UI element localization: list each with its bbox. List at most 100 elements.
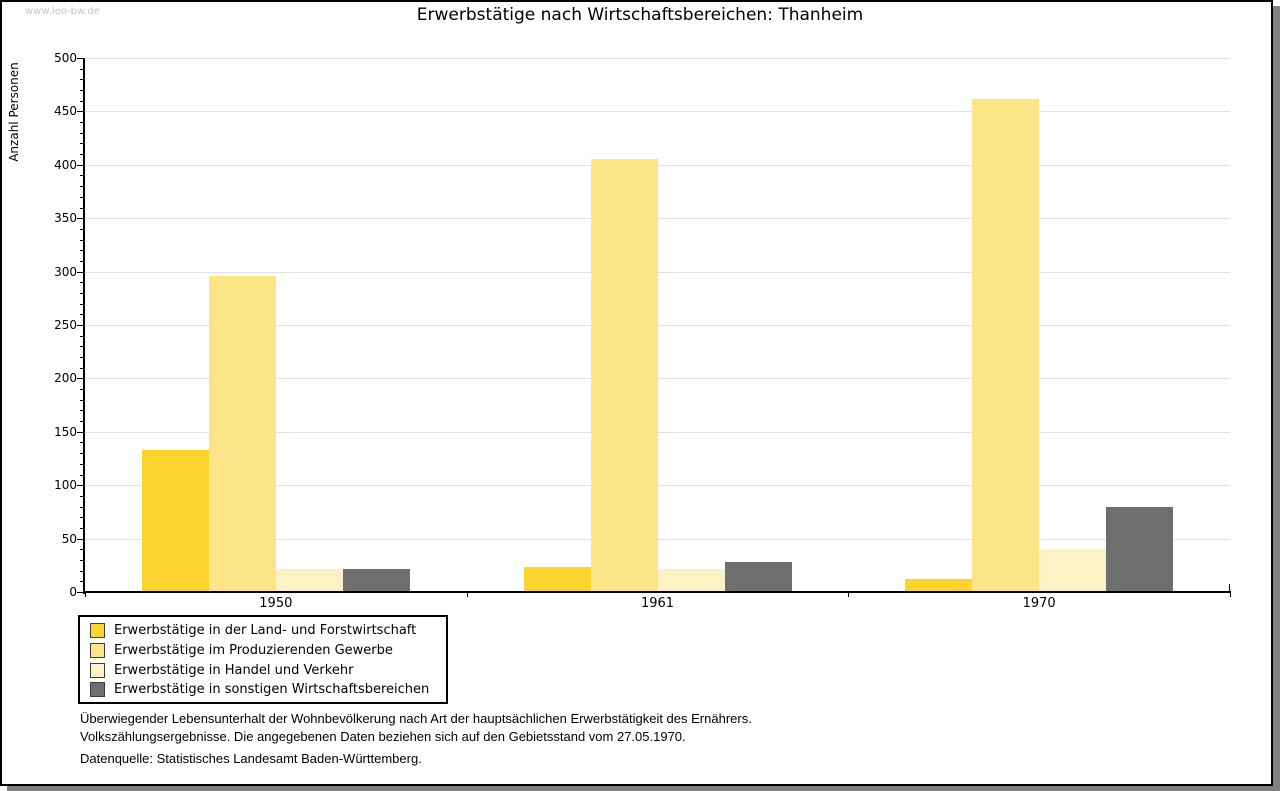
y-minor-tick (80, 292, 84, 294)
gridline-350 (86, 218, 1230, 220)
x-tick-label-1961: 1961 (640, 596, 675, 611)
bar-1970-series-3 (1106, 506, 1174, 592)
legend-swatch-sonstige (90, 682, 105, 698)
y-minor-tick (80, 421, 84, 423)
chart-title: Erwerbstätige nach Wirtschaftsbereichen:… (416, 5, 864, 25)
legend-swatch-handel-verkehr (90, 662, 105, 678)
legend-swatch-produzierendes-gewerbe (90, 643, 105, 659)
y-major-tick (77, 111, 84, 113)
y-minor-tick (80, 357, 84, 359)
gridline-100 (86, 485, 1230, 487)
gridline-200 (86, 378, 1230, 380)
x-tick-label-1950: 1950 (259, 596, 293, 611)
footnote-line-1: Überwiegender Lebensunterhalt der Wohnbe… (80, 711, 752, 726)
y-tick-label: 350 (54, 211, 77, 226)
y-tick-label: 450 (54, 104, 77, 119)
y-minor-tick (80, 549, 84, 551)
y-tick-label: 0 (69, 585, 77, 599)
legend-row: Erwerbstätige in sonstigen Wirtschaftsbe… (90, 680, 446, 700)
gridline-300 (86, 271, 1230, 273)
bar-1961-series-3 (724, 562, 792, 592)
y-major-tick (77, 431, 84, 433)
y-minor-tick (80, 175, 84, 177)
y-minor-tick (80, 68, 84, 70)
y-minor-tick (80, 367, 84, 369)
gridline-250 (86, 325, 1230, 326)
legend-row: Erwerbstätige in der Land- und Forstwirt… (90, 621, 446, 641)
y-minor-tick (80, 570, 84, 572)
gridline-150 (86, 431, 1230, 433)
y-minor-tick (80, 442, 84, 444)
y-tick-label: 50 (61, 531, 77, 546)
y-minor-tick (80, 399, 84, 401)
legend-row: Erwerbstätige in Handel und Verkehr (90, 660, 446, 680)
y-axis-line (83, 58, 85, 594)
x-axis-line (83, 591, 1231, 593)
y-minor-tick (80, 559, 84, 561)
y-minor-tick (80, 527, 84, 529)
y-minor-tick (80, 143, 84, 145)
y-minor-tick (80, 303, 84, 305)
y-major-tick (77, 325, 84, 326)
bar-1950-series-1 (208, 275, 276, 592)
y-axis-label: Anzahl Personen (7, 62, 21, 162)
y-minor-tick (80, 132, 84, 134)
y-major-tick (77, 218, 84, 220)
y-minor-tick (80, 186, 84, 188)
gridline-450 (86, 111, 1230, 113)
legend-label: Erwerbstätige in Handel und Verkehr (114, 662, 354, 678)
y-minor-tick (80, 228, 84, 230)
footnote-line-2: Volkszählungsergebnisse. Die angegebenen… (80, 729, 686, 744)
x-axis-end-cap (1229, 584, 1230, 592)
y-minor-tick (80, 250, 84, 252)
legend-row: Erwerbstätige im Produzierenden Gewerbe (90, 641, 446, 661)
y-tick-label: 250 (54, 318, 77, 332)
y-tick-label: 400 (54, 157, 77, 172)
x-boundary-tick (1230, 592, 1231, 597)
y-minor-tick (80, 495, 84, 497)
y-minor-tick (80, 474, 84, 476)
y-minor-tick (80, 517, 84, 519)
bar-1961-series-0 (523, 567, 591, 592)
bar-1961-series-1 (590, 159, 658, 592)
legend-label: Erwerbstätige in sonstigen Wirtschaftsbe… (114, 682, 430, 698)
watermark-url: www.leo-bw.de (25, 6, 100, 17)
data-source: Datenquelle: Statistisches Landesamt Bad… (80, 751, 422, 766)
legend-label: Erwerbstätige im Produzierenden Gewerbe (114, 643, 393, 659)
y-tick-label: 200 (54, 371, 77, 386)
y-major-tick (77, 485, 84, 487)
y-major-tick (77, 378, 84, 380)
y-tick-label: 300 (54, 264, 77, 279)
x-tick-label-1970: 1970 (1022, 596, 1056, 611)
y-major-tick (77, 271, 84, 273)
y-minor-tick (80, 335, 84, 337)
x-boundary-tick (466, 592, 468, 597)
y-major-tick (77, 164, 84, 166)
bar-1970-series-2 (1039, 549, 1107, 592)
bar-1970-series-0 (905, 579, 973, 592)
y-minor-tick (80, 346, 84, 348)
x-boundary-tick (85, 592, 86, 597)
bar-1970-series-1 (972, 98, 1040, 592)
y-tick-label: 150 (54, 424, 77, 439)
y-minor-tick (80, 581, 84, 583)
y-minor-tick (80, 314, 84, 316)
y-minor-tick (80, 154, 84, 156)
gridline-50 (86, 538, 1230, 540)
y-minor-tick (80, 207, 84, 209)
y-minor-tick (80, 90, 84, 92)
y-minor-tick (80, 282, 84, 284)
bar-1950-series-2 (275, 568, 343, 592)
y-minor-tick (80, 196, 84, 198)
y-tick-label: 500 (54, 51, 77, 65)
y-major-tick (77, 58, 84, 59)
y-minor-tick (80, 389, 84, 391)
legend-label: Erwerbstätige in der Land- und Forstwirt… (114, 623, 417, 639)
y-minor-tick (80, 410, 84, 412)
x-boundary-tick (848, 592, 850, 597)
y-minor-tick (80, 239, 84, 241)
y-minor-tick (80, 463, 84, 465)
footnote: Überwiegender Lebensunterhalt der Wohnbe… (80, 710, 752, 768)
